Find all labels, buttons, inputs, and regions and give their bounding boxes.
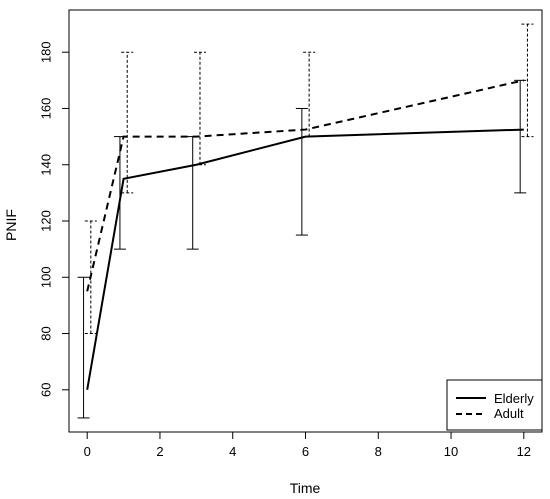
x-tick-label: 6 bbox=[302, 444, 309, 459]
error-bars bbox=[77, 23, 534, 419]
x-axis-title: Time bbox=[290, 480, 321, 496]
y-axis: 60 80 100 120 140 160 180 bbox=[38, 41, 69, 397]
y-tick-label: 180 bbox=[38, 41, 53, 63]
series-line-adult bbox=[86, 79, 525, 292]
y-tick-label: 140 bbox=[38, 154, 53, 176]
y-tick-label: 120 bbox=[38, 210, 53, 232]
y-tick-label: 60 bbox=[38, 383, 53, 397]
x-axis: 0 2 4 6 8 10 12 bbox=[84, 432, 531, 459]
x-tick-label: 4 bbox=[229, 444, 236, 459]
series-lines bbox=[86, 79, 525, 390]
x-tick-label: 0 bbox=[84, 444, 91, 459]
series-line-elderly bbox=[86, 128, 524, 390]
y-tick-label: 80 bbox=[38, 326, 53, 340]
x-tick-label: 2 bbox=[156, 444, 163, 459]
legend-label-adult: Adult bbox=[494, 406, 524, 421]
x-tick-label: 10 bbox=[444, 444, 458, 459]
legend-label-elderly: Elderly bbox=[494, 391, 534, 406]
legend: Elderly Adult bbox=[446, 379, 543, 431]
plot-frame-layer bbox=[68, 9, 543, 433]
x-tick-label: 8 bbox=[375, 444, 382, 459]
y-axis-title: PNIF bbox=[3, 209, 19, 241]
plot-frame bbox=[68, 9, 543, 433]
legend-box bbox=[446, 379, 543, 431]
y-tick-label: 160 bbox=[38, 98, 53, 120]
x-tick-label: 12 bbox=[517, 444, 531, 459]
y-tick-label: 100 bbox=[38, 266, 53, 288]
